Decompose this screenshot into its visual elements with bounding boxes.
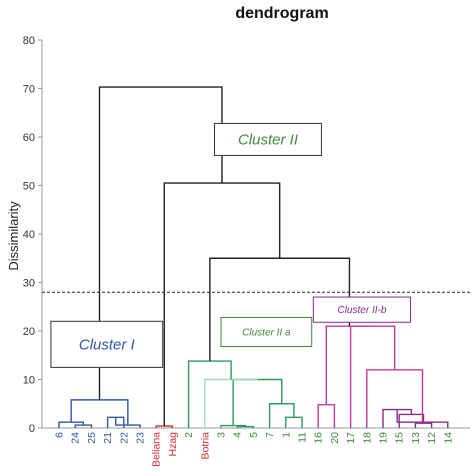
dendrogram-link — [414, 422, 433, 428]
dendrogram-link — [232, 378, 283, 426]
dendrogram-link — [163, 182, 281, 427]
leaf-label: 2 — [183, 432, 195, 438]
leaf-label: 5 — [248, 432, 260, 438]
leaf-labels: 6 24 25 21 22 23 Beliana Hzag 2 Botria 3 4 5 7 1 11 16 20… — [54, 432, 455, 467]
leaf-label: 22 — [118, 432, 130, 444]
leaf-label: 24 — [70, 432, 82, 444]
cluster-callout-label: Cluster I — [79, 336, 135, 353]
y-tick-label: 10 — [23, 375, 35, 387]
dendrogram-link — [268, 403, 295, 428]
cluster-callout-box — [214, 122, 322, 156]
leaf-label: 11 — [297, 432, 309, 443]
y-tick-label: 0 — [29, 423, 35, 435]
leaf-label: 18 — [361, 432, 373, 444]
leaf-label: 14 — [442, 432, 454, 444]
dendrogram-link — [70, 399, 129, 426]
cluster-callouts: Cluster I Cluster II Cluster II a Cluster I… — [50, 122, 412, 368]
dendrogram-links — [58, 86, 449, 428]
chart-title: dendrogram — [235, 5, 328, 22]
axes-group: 0 10 20 30 40 50 60 70 80 — [23, 35, 470, 435]
leaf-label: 13 — [410, 432, 422, 444]
leaf-label: 23 — [135, 432, 147, 444]
y-tick-label: 30 — [23, 278, 35, 290]
leaf-label: 7 — [264, 432, 276, 438]
cluster-callout-box — [220, 316, 313, 348]
y-tick-label: 20 — [23, 326, 35, 338]
dendrogram-link — [325, 325, 373, 405]
y-tick-label: 80 — [23, 35, 35, 47]
leaf-label: 4 — [232, 432, 244, 438]
y-axis-label: Dissimilarity — [6, 201, 21, 271]
leaf-label: 15 — [394, 432, 406, 444]
leaf-label: Hzag — [167, 432, 179, 457]
dendrogram-link — [204, 378, 258, 428]
leaf-label: 17 — [345, 432, 357, 444]
y-tick-label: 60 — [23, 132, 35, 144]
leaf-label: 25 — [86, 432, 98, 444]
cluster-callout-label: Cluster II — [238, 131, 298, 148]
cluster-callout-label: Cluster II-b — [337, 305, 386, 316]
y-tick-label: 70 — [23, 84, 35, 96]
y-tick-label: 50 — [23, 181, 35, 193]
dendrogram-link — [398, 413, 425, 428]
cluster-callout-box — [50, 320, 164, 368]
leaf-label: 19 — [378, 432, 390, 444]
dendrogram-link — [317, 404, 336, 428]
dendrogram-link — [349, 325, 396, 428]
leaf-label: 21 — [102, 432, 114, 444]
leaf-label: Botria — [199, 432, 211, 460]
leaf-label: 16 — [313, 432, 325, 444]
cluster-callout-label: Cluster II a — [242, 327, 291, 338]
leaf-label: 1 — [280, 432, 292, 438]
leaf-label: 20 — [329, 432, 341, 444]
y-tick-label: 40 — [23, 229, 35, 241]
cluster-callout-box — [312, 296, 412, 323]
leaf-label: Beliana — [151, 432, 163, 467]
leaf-label: 3 — [216, 432, 228, 438]
dendrogram-link — [366, 369, 424, 428]
leaf-label: 12 — [426, 432, 438, 444]
dendrogram-link — [187, 360, 232, 428]
leaf-label: 6 — [54, 432, 66, 438]
dendrogram-link — [285, 416, 303, 428]
